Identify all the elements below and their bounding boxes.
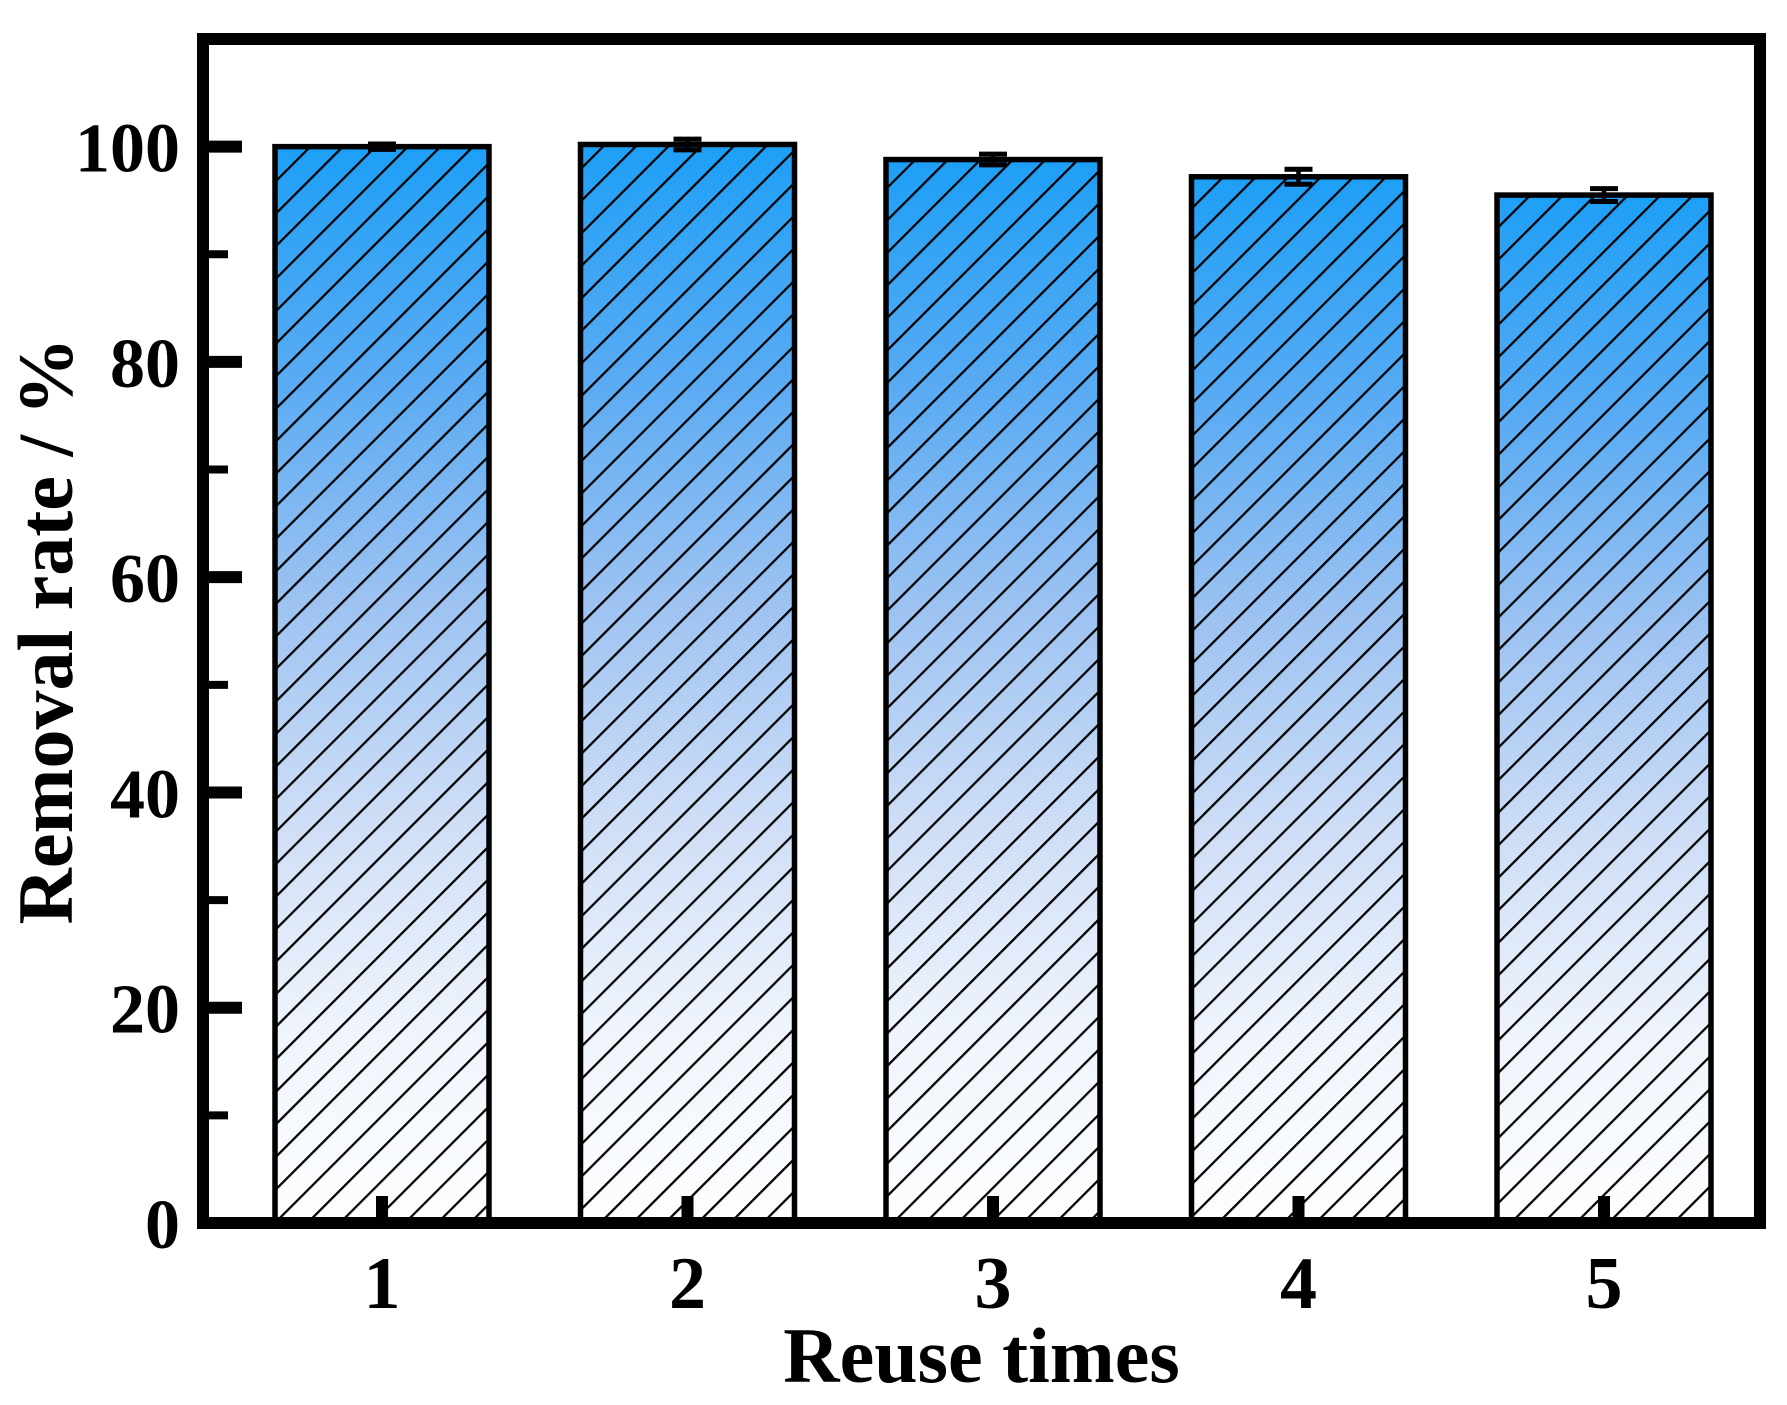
error-bar <box>673 136 702 153</box>
x-tick-label: 1 <box>364 1243 401 1325</box>
x-axis-title: Reuse times <box>783 1312 1179 1399</box>
error-bar <box>368 141 396 152</box>
bar-hatch <box>1497 195 1711 1223</box>
error-bar <box>979 151 1007 168</box>
y-tick-label: 100 <box>75 111 180 188</box>
error-bar <box>1284 166 1313 187</box>
y-tick-label: 80 <box>110 326 180 403</box>
bar-hatch <box>1191 176 1406 1224</box>
bar-group <box>883 156 1103 1226</box>
bar-hatch <box>275 146 489 1224</box>
bar-hatch <box>886 159 1100 1223</box>
y-tick-label: 40 <box>110 756 180 833</box>
y-axis-title: Removal rate / % <box>2 338 89 925</box>
x-tick-label: 2 <box>669 1243 706 1325</box>
y-tick-label: 0 <box>145 1187 180 1264</box>
y-tick-label: 60 <box>110 541 180 618</box>
bar-group <box>577 141 798 1226</box>
bar-group <box>1494 192 1714 1226</box>
bar-group <box>1188 174 1409 1226</box>
x-tick-label: 3 <box>975 1243 1012 1325</box>
x-tick-label: 4 <box>1280 1243 1317 1325</box>
y-tick-label: 20 <box>110 972 180 1049</box>
bar-hatch <box>580 144 795 1223</box>
error-bar <box>1590 186 1618 205</box>
x-tick-label: 5 <box>1586 1243 1623 1325</box>
plot-frame <box>197 33 1766 1229</box>
bar-group <box>272 143 492 1226</box>
